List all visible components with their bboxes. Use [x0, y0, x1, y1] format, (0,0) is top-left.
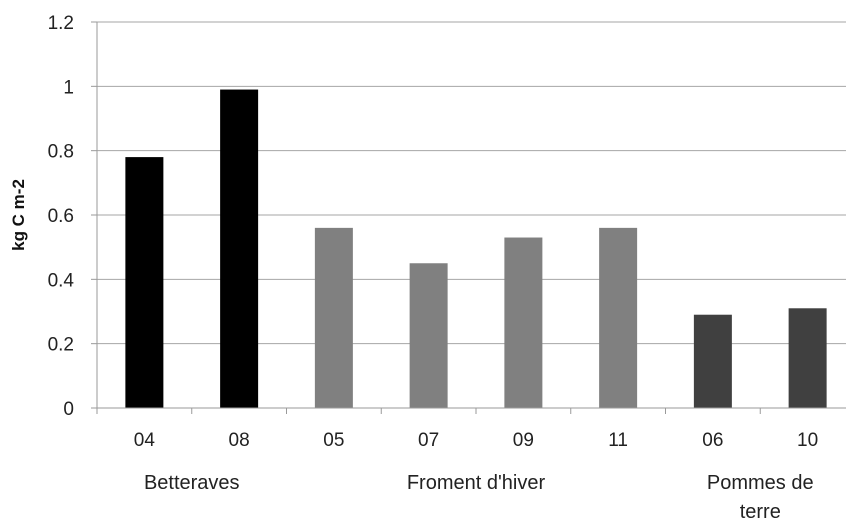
- y-tick-label: 1: [63, 77, 74, 98]
- group-label: Pommes de terre: [707, 472, 814, 523]
- group-labels: Betteraves Froment d'hiver Pommes de terre: [144, 472, 814, 523]
- y-tick-label: 0: [63, 399, 74, 420]
- bar-08: [220, 89, 259, 409]
- bar-04: [125, 157, 164, 408]
- x-tick-label: 07: [418, 430, 439, 451]
- gridlines: [97, 21, 846, 345]
- bar-07: [409, 263, 448, 408]
- bar-05: [314, 227, 353, 408]
- bar-06: [693, 314, 732, 408]
- y-tick-label: 0.8: [48, 142, 74, 163]
- y-tick-label: 1.2: [48, 13, 74, 34]
- y-tick-labels: 0 0.2 0.4 0.6 0.8 1 1.2: [48, 13, 75, 420]
- x-tick-label: 10: [797, 430, 818, 451]
- bar-11: [599, 227, 638, 408]
- axes: [91, 21, 846, 414]
- x-tick-label: 11: [608, 430, 628, 451]
- group-label: Froment d'hiver: [407, 472, 546, 494]
- y-axis-title: kg C m-2: [9, 179, 28, 251]
- bars: [125, 89, 827, 409]
- bar-10: [788, 308, 827, 408]
- x-tick-label: 08: [229, 430, 250, 451]
- x-tick-label: 04: [134, 430, 156, 451]
- x-tick-labels: 04 08 05 07 09 11 06 10: [134, 430, 818, 451]
- y-tick-label: 0.6: [48, 206, 74, 227]
- y-tick-label: 0.2: [48, 335, 74, 356]
- group-label: Betteraves: [144, 472, 240, 494]
- x-tick-label: 05: [323, 430, 344, 451]
- bar-09: [504, 237, 543, 408]
- x-tick-label: 09: [513, 430, 534, 451]
- y-tick-label: 0.4: [48, 270, 75, 291]
- x-tick-label: 06: [702, 430, 723, 451]
